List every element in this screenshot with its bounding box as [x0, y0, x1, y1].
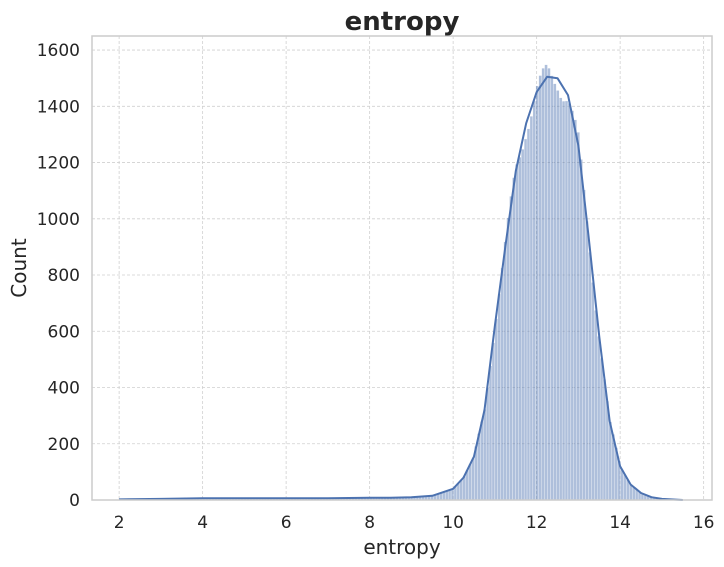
histogram-bar	[576, 132, 580, 501]
kde-curve-group	[119, 75, 683, 501]
histogram-bar	[597, 336, 601, 501]
histogram-bar	[491, 342, 496, 501]
histogram-bar	[553, 83, 557, 501]
x-tick-label: 14	[609, 513, 631, 533]
y-axis-label: Count	[7, 238, 31, 298]
histogram-bar	[518, 156, 522, 501]
histogram-bar	[465, 470, 469, 501]
x-tick-label: 4	[197, 513, 208, 533]
histogram-bar	[523, 138, 528, 501]
histogram-bar	[535, 85, 539, 501]
histogram-bar	[512, 177, 516, 501]
histogram-bar	[509, 196, 513, 501]
histogram-bar	[620, 469, 624, 501]
histogram-bar	[450, 488, 455, 501]
histogram-bar	[459, 479, 463, 501]
x-tick-label: 10	[442, 513, 464, 533]
kde-curve	[119, 75, 683, 501]
y-tick-label: 800	[48, 266, 80, 286]
y-tick-label: 1600	[37, 41, 80, 61]
histogram-bar	[564, 100, 569, 501]
histogram-bar	[550, 75, 554, 501]
histogram-bar	[521, 149, 525, 501]
histogram-bar	[494, 318, 498, 501]
y-tick-label: 400	[48, 379, 80, 399]
histogram-bar	[608, 421, 612, 501]
histogram-bar	[559, 97, 563, 501]
histogram-bar	[471, 458, 475, 501]
x-axis-label: entropy	[363, 535, 441, 559]
histogram-bar	[594, 310, 598, 501]
x-tick-label: 12	[526, 513, 548, 533]
histogram-bar	[500, 267, 504, 501]
histogram-bar	[529, 116, 534, 501]
histogram-bar	[585, 220, 589, 501]
y-tick-label: 1200	[37, 154, 80, 174]
histogram-bar	[526, 128, 531, 501]
histogram-bar	[547, 67, 551, 501]
x-tick-label: 16	[693, 513, 715, 533]
histogram-bar	[556, 90, 560, 501]
histogram-bar	[447, 489, 452, 501]
histogram-bar	[538, 75, 542, 501]
histogram-bar	[573, 119, 577, 501]
y-tick-label: 0	[69, 491, 80, 511]
chart-title: entropy	[345, 7, 460, 37]
histogram-bar	[591, 282, 595, 501]
histogram-bar	[602, 379, 607, 501]
y-tick-label: 200	[48, 435, 80, 455]
histogram-bar	[480, 421, 484, 501]
histogram-bar	[544, 64, 548, 501]
histogram-bar	[483, 409, 487, 501]
histogram-bar	[579, 159, 583, 501]
histogram-bar	[468, 464, 472, 501]
histogram-bar	[497, 293, 501, 501]
y-tick-label: 1400	[37, 97, 80, 117]
x-tick-label: 8	[364, 513, 375, 533]
x-tick-label: 6	[281, 513, 292, 533]
histogram-bar	[462, 476, 466, 501]
histogram-bar	[582, 189, 586, 501]
x-tick-label: 2	[114, 513, 125, 533]
histogram-bar	[599, 358, 604, 501]
grid-lines	[92, 36, 712, 501]
plot-frame	[91, 35, 713, 501]
histogram-bars	[114, 64, 680, 501]
histogram-bar	[567, 103, 572, 501]
y-tick-labels: 0 200 400 600 800 1000 1200 1400 1600	[37, 41, 80, 511]
histogram-bar	[570, 110, 574, 501]
histogram-bar	[503, 241, 507, 501]
histogram-bar	[485, 387, 490, 501]
histogram-bar	[515, 164, 519, 501]
y-tick-label: 600	[48, 322, 80, 342]
histogram-bar	[561, 100, 566, 501]
x-tick-labels: 2 4 6 8 10 12 14 16	[114, 513, 715, 533]
histogram-bar	[629, 484, 633, 501]
histogram-bar	[488, 365, 493, 501]
y-tick-label: 1000	[37, 210, 80, 230]
histogram-bar	[588, 252, 592, 501]
histogram-bar	[506, 217, 510, 501]
histogram-bar	[532, 100, 536, 501]
histogram-bar	[541, 68, 545, 501]
